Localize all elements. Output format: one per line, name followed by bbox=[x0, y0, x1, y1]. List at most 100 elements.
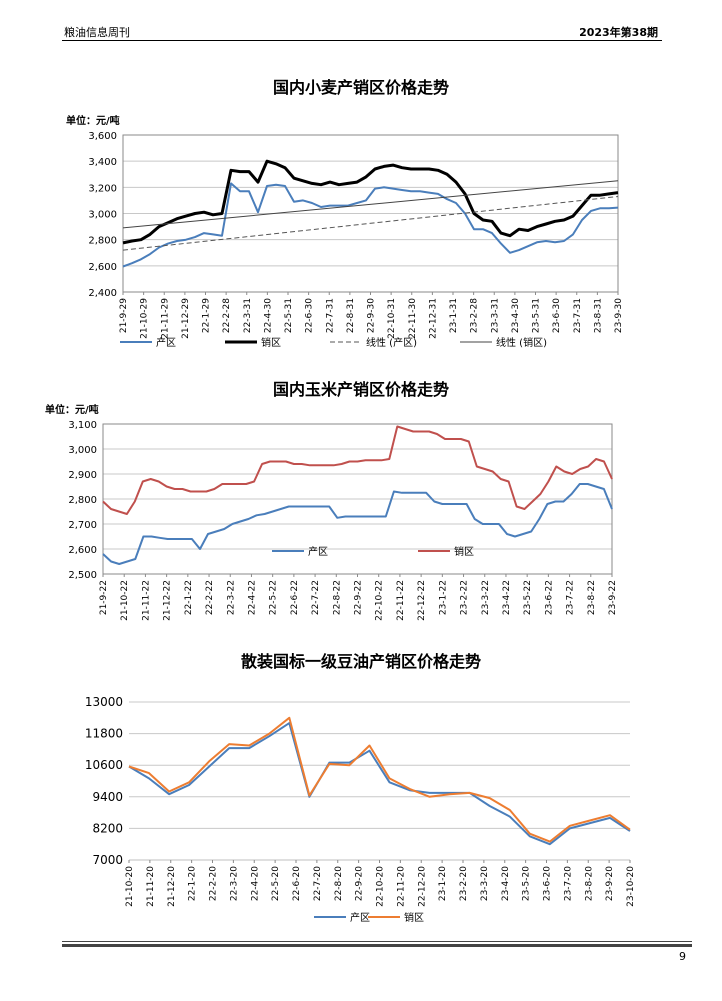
x-tick-label: 23-1-31 bbox=[449, 298, 459, 333]
y-tick-label: 2,700 bbox=[68, 520, 97, 531]
page-number: 9 bbox=[679, 950, 686, 963]
x-tick-label: 22-2-20 bbox=[209, 866, 219, 901]
x-tick-label: 21-12-29 bbox=[181, 298, 191, 339]
footer-rule-thick bbox=[62, 944, 692, 947]
series-line-2 bbox=[122, 195, 619, 251]
x-tick-label: 22-10-20 bbox=[376, 866, 386, 907]
x-tick-label: 22-8-22 bbox=[332, 580, 342, 615]
wheat-chart-title: 国内小麦产销区价格走势 bbox=[272, 78, 449, 97]
x-tick-label: 23-3-22 bbox=[481, 580, 491, 615]
x-tick-label: 21-11-20 bbox=[146, 866, 156, 907]
x-tick-label: 22-6-30 bbox=[305, 298, 315, 333]
x-tick-label: 22-6-20 bbox=[292, 866, 302, 901]
x-tick-label: 22-11-22 bbox=[396, 580, 406, 621]
y-tick-label: 7000 bbox=[92, 853, 123, 867]
x-tick-label: 22-1-20 bbox=[188, 866, 198, 901]
legend-label: 产区 bbox=[308, 545, 328, 558]
y-tick-label: 2,500 bbox=[68, 570, 97, 581]
x-tick-label: 23-6-22 bbox=[544, 580, 554, 615]
x-tick-label: 22-3-31 bbox=[243, 298, 253, 333]
legend-label: 销区 bbox=[261, 336, 281, 349]
series-line-1 bbox=[102, 425, 613, 515]
x-tick-label: 22-9-22 bbox=[354, 580, 364, 615]
x-tick-label: 22-7-22 bbox=[311, 580, 321, 615]
x-tick-label: 23-4-22 bbox=[502, 580, 512, 615]
x-tick-label: 23-6-30 bbox=[552, 298, 562, 333]
x-tick-label: 23-8-20 bbox=[584, 866, 594, 901]
y-tick-label: 2,800 bbox=[68, 495, 97, 506]
y-tick-label: 2,400 bbox=[88, 288, 117, 299]
x-tick-label: 22-7-20 bbox=[313, 866, 323, 901]
series-line-1 bbox=[128, 716, 631, 843]
x-tick-label: 22-5-31 bbox=[284, 298, 294, 333]
x-tick-label: 23-4-20 bbox=[501, 866, 511, 901]
x-tick-label: 22-11-30 bbox=[408, 298, 418, 339]
unit-label: 单位：元/吨 bbox=[45, 403, 99, 416]
x-tick-label: 23-7-31 bbox=[573, 298, 583, 333]
corn-chart-title: 国内玉米产销区价格走势 bbox=[272, 380, 449, 399]
legend-label: 产区 bbox=[156, 336, 176, 349]
spacer bbox=[42, 112, 618, 113]
x-tick-label: 23-5-22 bbox=[523, 580, 533, 615]
y-tick-label: 13000 bbox=[85, 695, 123, 709]
x-tick-label: 23-6-20 bbox=[543, 866, 553, 901]
y-tick-label: 3,000 bbox=[88, 210, 117, 221]
y-tick-label: 2,600 bbox=[88, 262, 117, 273]
x-tick-label: 23-1-20 bbox=[438, 866, 448, 901]
y-tick-label: 8200 bbox=[92, 821, 123, 835]
x-tick-label: 22-8-20 bbox=[334, 866, 344, 901]
footer-rule-thin bbox=[62, 941, 692, 942]
x-tick-label: 21-10-29 bbox=[140, 298, 150, 339]
series-line-0 bbox=[102, 483, 613, 565]
y-tick-label: 11800 bbox=[85, 727, 123, 741]
x-tick-label: 21-11-22 bbox=[141, 580, 151, 621]
x-tick-label: 22-2-28 bbox=[222, 298, 232, 333]
x-tick-label: 22-1-29 bbox=[202, 298, 212, 333]
header-rule bbox=[62, 40, 662, 41]
x-tick-label: 23-4-30 bbox=[511, 298, 521, 333]
unit-label: 单位：元/吨 bbox=[66, 114, 120, 127]
x-tick-label: 22-10-31 bbox=[387, 298, 397, 339]
series-line-1 bbox=[122, 159, 619, 245]
x-tick-label: 23-5-31 bbox=[532, 298, 542, 333]
x-tick-label: 22-8-31 bbox=[346, 298, 356, 333]
y-tick-label: 3,100 bbox=[68, 420, 97, 431]
y-tick-label: 10600 bbox=[85, 758, 123, 772]
x-tick-label: 22-12-31 bbox=[428, 298, 438, 339]
x-tick-label: 22-2-22 bbox=[205, 580, 215, 615]
x-tick-label: 21-11-29 bbox=[160, 298, 170, 339]
x-tick-label: 21-10-20 bbox=[125, 866, 135, 907]
x-tick-label: 23-8-22 bbox=[587, 580, 597, 615]
y-tick-label: 3,000 bbox=[68, 445, 97, 456]
x-tick-label: 23-3-31 bbox=[490, 298, 500, 333]
x-tick-label: 22-3-22 bbox=[226, 580, 236, 615]
x-tick-label: 22-11-20 bbox=[396, 866, 406, 907]
y-tick-label: 2,900 bbox=[68, 470, 97, 481]
x-tick-label: 22-12-22 bbox=[417, 580, 427, 621]
x-tick-label: 22-10-22 bbox=[375, 580, 385, 621]
legend-label: 销区 bbox=[454, 545, 474, 558]
x-tick-label: 22-9-20 bbox=[355, 866, 365, 901]
x-tick-label: 23-2-20 bbox=[459, 866, 469, 901]
header-publication: 粮油信息周刊 bbox=[64, 26, 130, 39]
legend-label: 销区 bbox=[404, 911, 424, 924]
y-tick-label: 2,800 bbox=[88, 236, 117, 247]
soyoil-price-chart: 7000 8200 9400 10600 11800 13000 21-10-20 21-11… bbox=[85, 695, 636, 924]
x-tick-label: 22-5-22 bbox=[269, 580, 279, 615]
series-line-0 bbox=[128, 722, 631, 846]
series-line-0 bbox=[122, 182, 619, 268]
y-tick-label: 3,400 bbox=[88, 157, 117, 168]
x-tick-label: 23-7-20 bbox=[563, 866, 573, 901]
x-tick-label: 23-2-22 bbox=[460, 580, 470, 615]
legend-label: 线性 (产区) bbox=[366, 336, 417, 349]
legend-label: 产区 bbox=[350, 911, 370, 924]
x-tick-label: 21-12-22 bbox=[163, 580, 173, 621]
y-tick-label: 2,600 bbox=[68, 545, 97, 556]
x-tick-label: 21-10-22 bbox=[120, 580, 130, 621]
series-line-3 bbox=[122, 180, 619, 229]
x-tick-label: 23-3-20 bbox=[480, 866, 490, 901]
y-tick-label: 3,600 bbox=[88, 131, 117, 142]
x-tick-label: 23-8-31 bbox=[593, 298, 603, 333]
x-tick-label: 23-2-28 bbox=[470, 298, 480, 333]
x-tick-label: 23-9-30 bbox=[614, 298, 624, 333]
